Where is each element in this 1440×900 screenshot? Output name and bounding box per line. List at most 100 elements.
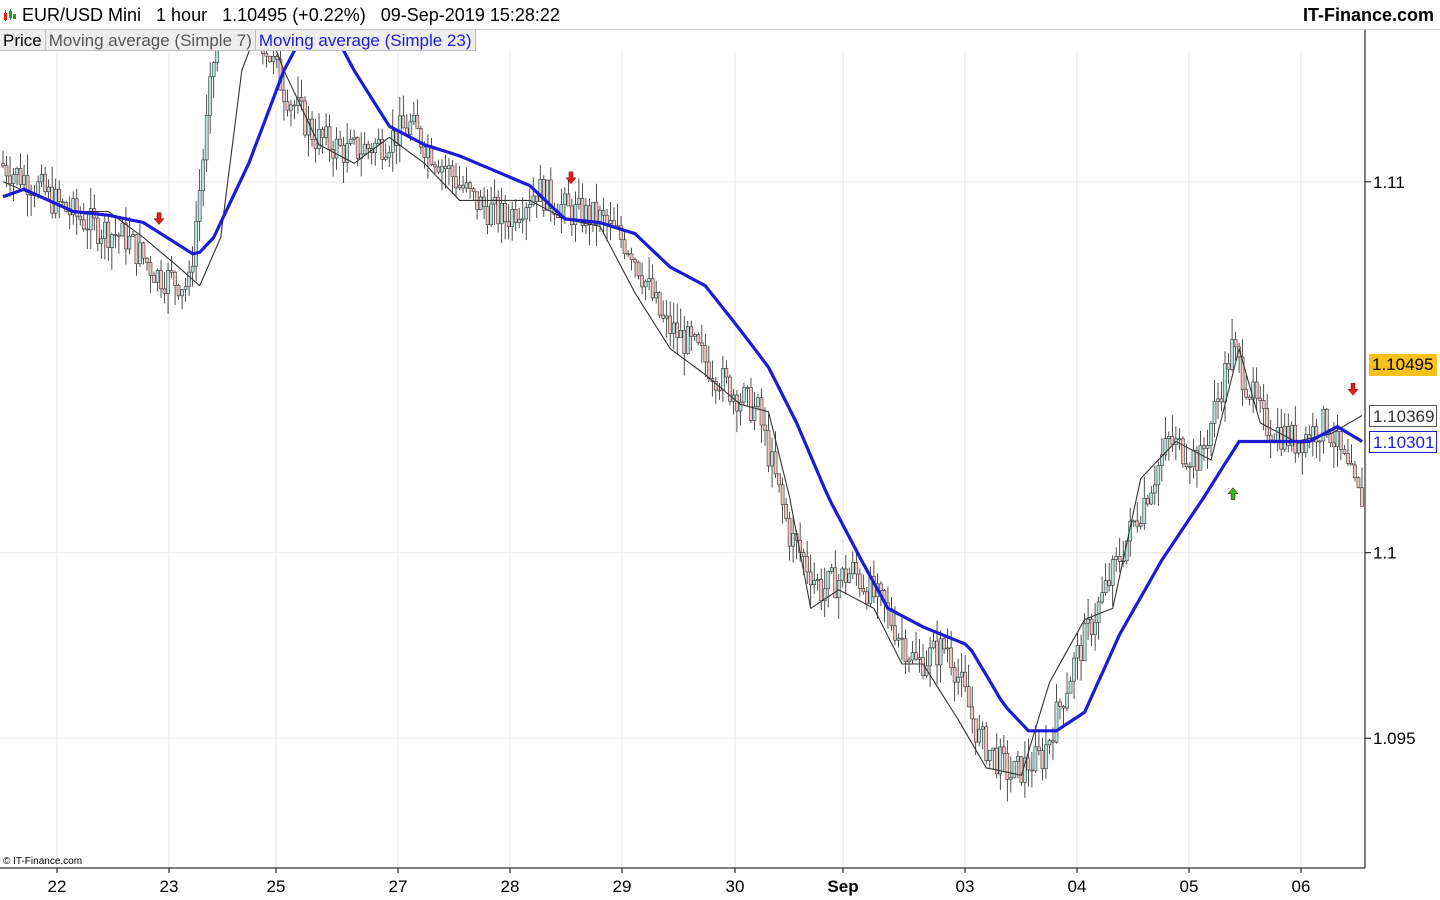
x-tick-label: 03 [956, 877, 975, 896]
candle-body [496, 196, 500, 225]
candle-body [1012, 761, 1017, 779]
candle-body [152, 275, 156, 283]
candle-body [464, 182, 469, 189]
candle-body [1030, 769, 1034, 772]
candle-body [1093, 622, 1097, 635]
candle-body [1033, 746, 1038, 772]
candle-body [1167, 436, 1171, 440]
candle-body [1181, 438, 1185, 465]
candle-body [587, 205, 592, 226]
y-tick-label: 1.1 [1373, 544, 1397, 563]
candle-body [1009, 777, 1013, 780]
candle-body [787, 517, 792, 547]
candle-body [148, 262, 153, 276]
candle-body [763, 424, 767, 431]
candle-body [131, 234, 135, 237]
buy-signal-arrow-icon [1227, 487, 1239, 500]
candle-body [408, 121, 413, 135]
candle-body [664, 315, 669, 319]
y-tick-label: 1.095 [1373, 729, 1416, 748]
candle-body [96, 217, 100, 244]
candle-body [1026, 757, 1031, 771]
candle-body [419, 128, 423, 148]
candle-body [18, 168, 23, 185]
candle-body [1212, 401, 1217, 424]
candle-body [282, 89, 286, 102]
legend-ma23[interactable]: Moving average (Simple 23) [255, 30, 476, 51]
candle-body [331, 149, 335, 159]
candle-body [977, 728, 982, 743]
candle-body [619, 225, 623, 241]
price-tag: 1.10495 [1369, 354, 1437, 376]
candle-body [675, 322, 680, 339]
candle-body [313, 139, 318, 149]
candle-body [1360, 487, 1364, 507]
candle-body [268, 55, 272, 63]
candle-body [1223, 363, 1227, 403]
candle-body [127, 235, 132, 250]
candle-body [952, 667, 957, 683]
candle-body [57, 188, 61, 202]
candle-body [1349, 463, 1354, 466]
candle-body [636, 261, 641, 277]
legend-ma7[interactable]: Moving average (Simple 7) [45, 30, 256, 51]
candle-body [1016, 756, 1020, 762]
candle-body [1342, 449, 1347, 454]
candle-body [728, 376, 732, 402]
candle-body [949, 647, 953, 669]
candle-body [289, 104, 293, 111]
candle-body [1142, 498, 1147, 524]
candle-body [738, 401, 743, 412]
timeframe[interactable]: 1 hour [156, 5, 208, 25]
sell-signal-arrow-icon [1347, 382, 1359, 396]
candle-body [984, 726, 989, 762]
candle-body [829, 567, 834, 572]
candle-body [900, 637, 904, 640]
candle-body [1103, 580, 1108, 593]
candle-body [1145, 498, 1150, 505]
x-tick-label: 25 [267, 877, 286, 896]
candle-body [306, 118, 311, 136]
candle-body [271, 55, 276, 63]
candle-body [320, 128, 325, 139]
candle-body [46, 186, 51, 193]
candle-body [1100, 592, 1104, 603]
candle-body [629, 253, 634, 260]
candle-body [436, 166, 441, 173]
candle-body [991, 747, 996, 751]
candle-body [380, 139, 385, 160]
candle-body [447, 165, 451, 170]
candle-body [777, 473, 781, 486]
candle-body [1005, 753, 1010, 780]
candle-body [531, 195, 536, 205]
candle-body [176, 285, 181, 297]
candle-body [1019, 756, 1024, 783]
candle-body [756, 397, 760, 407]
candle-body [1184, 463, 1189, 468]
candle-body [275, 55, 279, 60]
candle-body [584, 205, 588, 226]
candle-body [36, 181, 40, 196]
legend-price[interactable]: Price [0, 30, 46, 51]
candle-body [822, 588, 827, 602]
candle-body [563, 193, 567, 205]
x-tick-label: 06 [1292, 877, 1311, 896]
candle-body [1254, 381, 1259, 399]
candle-body [285, 101, 290, 111]
candle-body [74, 198, 79, 217]
candle-body [826, 570, 831, 590]
candle-body [1054, 701, 1059, 743]
candle-body [110, 234, 114, 249]
candle-body [935, 640, 939, 666]
candle-body [801, 552, 806, 557]
candle-body [208, 76, 212, 116]
candle-body [1265, 408, 1269, 436]
candle-body [640, 275, 644, 288]
candle-body [443, 165, 448, 170]
candle-body [805, 556, 809, 573]
candle-body [113, 234, 118, 236]
candle-body [1332, 442, 1336, 448]
candle-body [812, 580, 816, 585]
candle-body [1149, 492, 1154, 505]
